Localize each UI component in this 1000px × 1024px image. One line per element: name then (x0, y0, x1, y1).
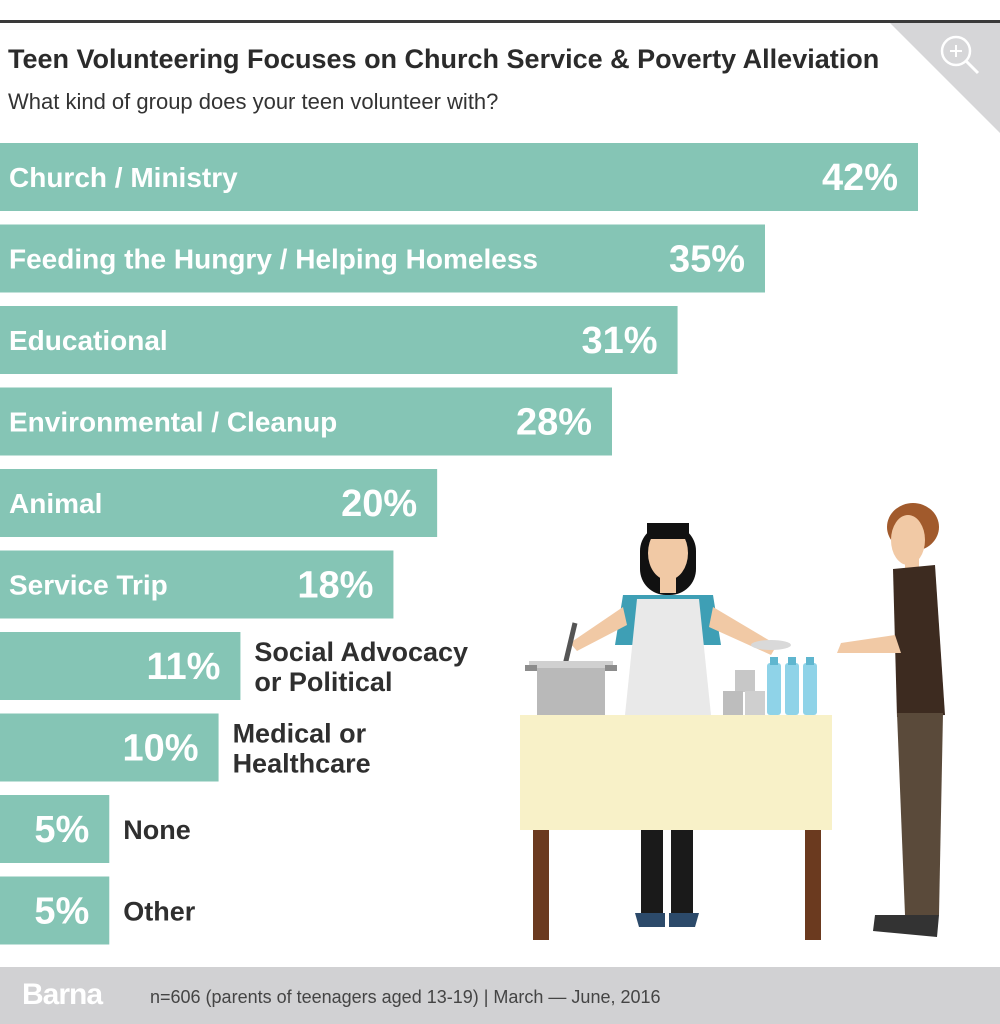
soup-kitchen-illustration (520, 503, 945, 940)
category-label: Feeding the Hungry / Helping Homeless (9, 244, 538, 275)
bar-4 (0, 387, 612, 456)
plate (751, 640, 791, 650)
bar-6 (0, 550, 394, 619)
bar-8 (0, 713, 219, 782)
bar-value-label: 5% (34, 891, 89, 933)
bar-value-label: 20% (341, 483, 417, 525)
category-label: Animal (9, 488, 102, 519)
bar-value-label: 10% (123, 728, 199, 770)
bar-5 (0, 469, 438, 537)
cans (723, 670, 765, 715)
category-label: Church / Ministry (9, 162, 238, 193)
category-label: None (123, 815, 190, 845)
source-note: n=606 (parents of teenagers aged 13-19) … (150, 987, 661, 1007)
chart-subtitle: What kind of group does your teen volunt… (8, 89, 499, 114)
bar-2 (0, 224, 765, 293)
top-rule (0, 20, 1000, 23)
category-label: Educational (9, 325, 168, 356)
zoom-in-icon[interactable] (940, 35, 980, 75)
footer: Barna n=606 (parents of teenagers aged 1… (0, 967, 1000, 1024)
serving-table (520, 715, 832, 940)
water-bottles (767, 657, 817, 715)
bar-3 (0, 306, 678, 374)
category-label: Other (123, 897, 196, 927)
category-label: Social Advocacy or Political (254, 637, 468, 697)
bar-value-label: 5% (34, 809, 89, 851)
zoom-corner[interactable] (890, 23, 1000, 133)
bar-value-label: 31% (582, 320, 658, 362)
category-label: Medical or Healthcare (233, 719, 371, 779)
bar-value-label: 18% (297, 565, 373, 607)
bar-1 (0, 143, 918, 211)
bar-7 (0, 632, 241, 700)
category-label: Environmental / Cleanup (9, 407, 337, 438)
bar-value-label: 11% (146, 646, 220, 688)
man (837, 503, 945, 937)
category-label: Service Trip (9, 570, 168, 601)
volunteer-girl (570, 523, 777, 927)
bar-value-label: 42% (822, 157, 898, 199)
chart-title: Teen Volunteering Focuses on Church Serv… (8, 44, 880, 74)
bar-value-label: 28% (516, 402, 592, 444)
pot (525, 622, 617, 715)
bar-chart: 42% Church / Ministry 35% Feeding the Hungr… (0, 143, 918, 945)
brand-logo: Barna (22, 978, 103, 1011)
bar-10 (0, 876, 110, 945)
bar-value-label: 35% (669, 239, 745, 281)
bar-9 (0, 795, 110, 863)
